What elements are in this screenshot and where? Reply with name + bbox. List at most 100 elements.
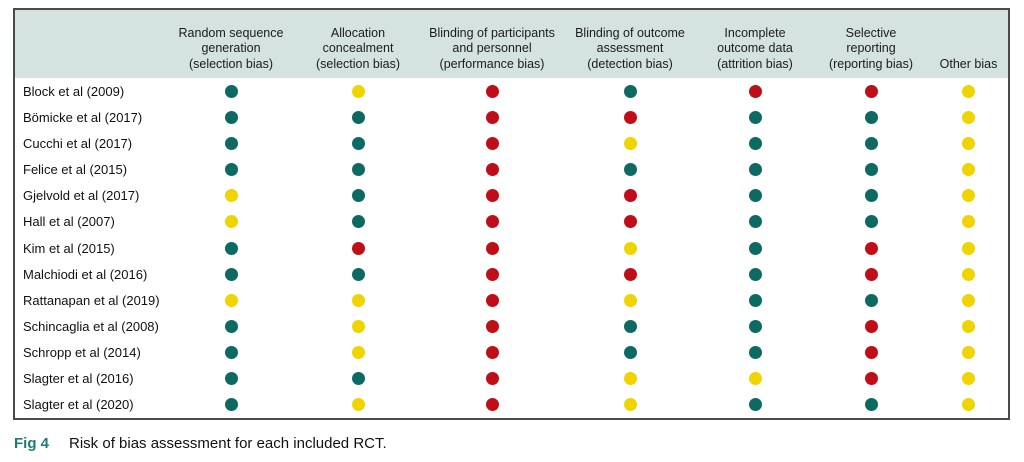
column-header-random-sequence-generation: Random sequence generation (selection bi… — [178, 25, 284, 71]
risk-dot-high — [485, 398, 499, 412]
rating-cell — [167, 136, 295, 150]
risk-dot-low — [864, 163, 878, 177]
rating-cell — [929, 136, 1008, 150]
rating-cell — [929, 267, 1008, 281]
rating-cell — [421, 189, 563, 203]
study-name: Block et al (2009) — [23, 83, 125, 99]
rating-cell — [929, 346, 1008, 360]
rating-cell — [563, 215, 697, 229]
rating-cell — [929, 163, 1008, 177]
column-header-blinding-participants-personnel: Blinding of participants and personnel (… — [429, 25, 555, 71]
rating-cell — [295, 319, 421, 333]
rating-cell — [813, 267, 929, 281]
study-name: Bömicke et al (2017) — [23, 109, 143, 125]
rating-cell — [697, 189, 813, 203]
rating-cell — [167, 84, 295, 98]
rating-cell — [813, 398, 929, 412]
risk-dot-low — [224, 136, 238, 150]
risk-dot-low — [224, 398, 238, 412]
risk-dot-unclear — [962, 372, 975, 386]
risk-dot-high — [864, 346, 878, 360]
rating-cell — [295, 136, 421, 150]
rating-cell — [929, 215, 1008, 229]
risk-dot-low — [623, 84, 637, 98]
risk-dot-unclear — [962, 110, 975, 124]
rating-cell — [295, 346, 421, 360]
risk-dot-high — [864, 372, 878, 386]
risk-dot-low — [351, 189, 365, 203]
risk-dot-low — [351, 267, 365, 281]
rating-cell — [563, 189, 697, 203]
risk-dot-low — [748, 163, 762, 177]
risk-dot-low — [623, 163, 637, 177]
rating-cell — [295, 267, 421, 281]
study-name: Felice et al (2015) — [23, 162, 128, 178]
table-row: Malchiodi et al (2016) — [15, 261, 1008, 287]
table-row: Slagter et al (2016) — [15, 366, 1008, 392]
risk-dot-low — [224, 110, 238, 124]
rating-cell — [813, 110, 929, 124]
table-row: Hall et al (2007) — [15, 209, 1008, 235]
rating-cell — [421, 136, 563, 150]
risk-dot-high — [485, 189, 499, 203]
risk-dot-high — [864, 241, 878, 255]
risk-dot-high — [623, 267, 637, 281]
risk-dot-low — [748, 110, 762, 124]
risk-dot-low — [748, 293, 762, 307]
rating-cell — [167, 267, 295, 281]
rating-cell — [697, 241, 813, 255]
risk-dot-high — [485, 293, 499, 307]
rating-cell — [697, 293, 813, 307]
risk-dot-high — [485, 267, 499, 281]
risk-dot-low — [623, 346, 637, 360]
risk-dot-unclear — [351, 84, 365, 98]
risk-dot-low — [864, 110, 878, 124]
risk-dot-low — [623, 319, 637, 333]
column-header-incomplete-outcome-data: Incomplete outcome data (attrition bias) — [717, 25, 793, 71]
risk-dot-high — [485, 163, 499, 177]
risk-dot-unclear — [962, 398, 975, 412]
risk-dot-unclear — [351, 398, 365, 412]
rating-cell — [697, 136, 813, 150]
table-header-row: Random sequence generation (selection bi… — [15, 10, 1008, 78]
risk-dot-unclear — [623, 398, 637, 412]
column-header-blinding-outcome-assessment: Blinding of outcome assessment (detectio… — [575, 25, 685, 71]
table-row: Schincaglia et al (2008) — [15, 313, 1008, 339]
risk-dot-low — [748, 319, 762, 333]
table-row: Gjelvold et al (2017) — [15, 183, 1008, 209]
risk-dot-low — [224, 346, 238, 360]
rating-cell — [167, 293, 295, 307]
figure-caption: Fig 4 Risk of bias assessment for each in… — [13, 435, 1010, 452]
rating-cell — [421, 319, 563, 333]
rating-cell — [929, 110, 1008, 124]
rating-cell — [929, 241, 1008, 255]
rating-cell — [167, 189, 295, 203]
rating-cell — [167, 163, 295, 177]
rating-cell — [563, 293, 697, 307]
rating-cell — [929, 319, 1008, 333]
rating-cell — [563, 346, 697, 360]
risk-dot-high — [485, 319, 499, 333]
risk-dot-unclear — [224, 293, 238, 307]
rating-cell — [421, 398, 563, 412]
rating-cell — [421, 293, 563, 307]
rating-cell — [421, 346, 563, 360]
rating-cell — [813, 189, 929, 203]
rating-cell — [167, 319, 295, 333]
risk-dot-unclear — [962, 267, 975, 281]
risk-dot-low — [864, 293, 878, 307]
risk-dot-low — [224, 163, 238, 177]
rating-cell — [563, 163, 697, 177]
risk-of-bias-figure: Random sequence generation (selection bi… — [13, 8, 1010, 452]
rating-cell — [929, 189, 1008, 203]
risk-dot-low — [748, 398, 762, 412]
risk-dot-high — [485, 84, 499, 98]
risk-dot-high — [864, 319, 878, 333]
risk-dot-high — [864, 267, 878, 281]
rating-cell — [167, 215, 295, 229]
risk-dot-unclear — [962, 241, 975, 255]
rating-cell — [813, 319, 929, 333]
risk-dot-high — [485, 215, 499, 229]
risk-dot-high — [623, 189, 637, 203]
